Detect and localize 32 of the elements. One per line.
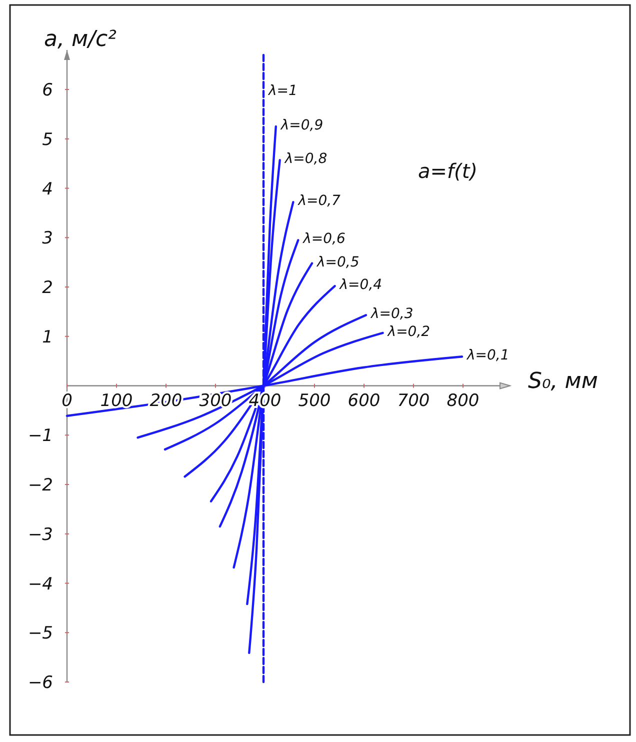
x-tick-label: 700 <box>397 390 430 411</box>
x-tick-label: 0 <box>62 390 72 411</box>
y-tick-label: −1 <box>28 426 53 446</box>
y-tick-label: 5 <box>42 130 53 150</box>
x-axis-title: S₀, мм <box>528 368 598 394</box>
y-tick-label: 6 <box>42 80 54 100</box>
series-label: λ=0,2 <box>386 324 430 340</box>
y-tick-label: 4 <box>42 179 53 200</box>
x-tick-label: 800 <box>446 390 480 411</box>
series-label: λ=0,1 <box>466 348 510 364</box>
y-tick-label: 2 <box>42 278 53 298</box>
x-tick-label: 300 <box>199 390 232 411</box>
y-tick-label: 3 <box>42 228 53 249</box>
x-tick-label: 600 <box>348 390 380 411</box>
x-tick-label: 100 <box>100 390 133 411</box>
y-tick-label: −3 <box>28 524 53 545</box>
series-label: λ=0,6 <box>302 231 346 248</box>
y-axis-title: a, м/с² <box>44 27 117 52</box>
y-tick-label: −2 <box>28 476 53 496</box>
series-label: λ=0,5 <box>316 254 360 270</box>
y-tick-label: −5 <box>28 624 53 644</box>
series-label: λ=0,8 <box>284 151 328 168</box>
series-label: λ=0,9 <box>280 118 324 134</box>
y-tick-label: −6 <box>28 673 54 693</box>
series-label: λ=0,3 <box>370 306 414 322</box>
series-label: λ=1 <box>268 82 298 99</box>
series-label: λ=0,4 <box>338 277 382 294</box>
x-tick-label: 500 <box>298 390 331 411</box>
y-tick-label: −4 <box>28 574 53 594</box>
y-tick-label: 1 <box>42 327 53 348</box>
series-label: λ=0,7 <box>297 193 341 210</box>
annotation: a=f(t) <box>418 159 478 183</box>
